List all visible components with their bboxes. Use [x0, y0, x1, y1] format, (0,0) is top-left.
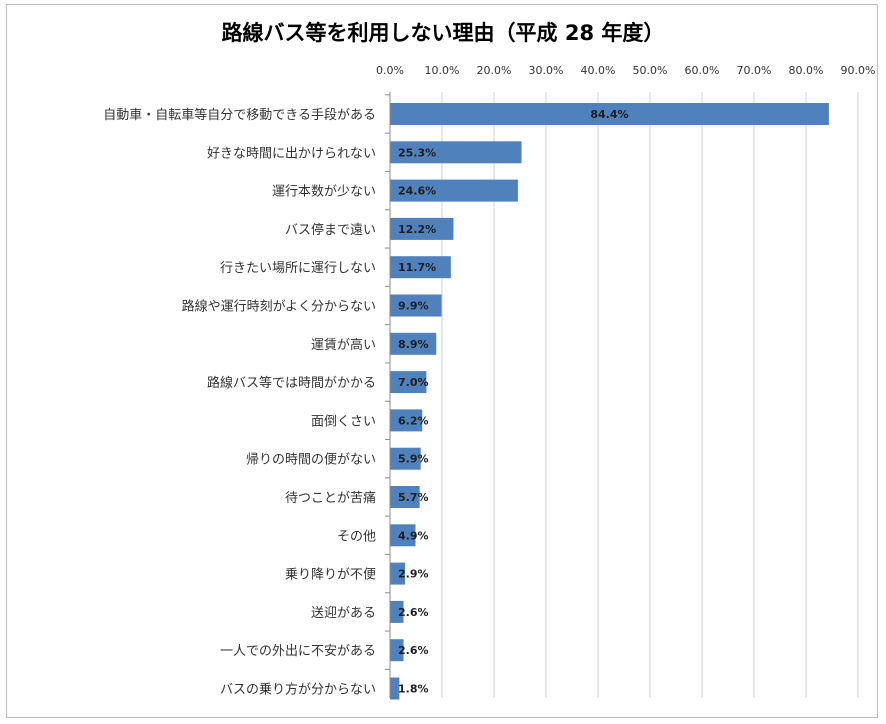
x-tick-label: 90.0%: [841, 64, 876, 77]
category-label: 乗り降りが不便: [285, 568, 376, 583]
x-tick-label: 40.0%: [581, 64, 616, 77]
bar: [390, 600, 404, 623]
bar: [390, 409, 423, 432]
bar: [390, 447, 421, 470]
x-tick-label: 50.0%: [633, 64, 668, 77]
x-tick-label: 20.0%: [477, 64, 512, 77]
category-label: 路線や運行時刻がよく分からない: [182, 299, 376, 315]
bar: [390, 486, 420, 508]
data-label: 25.3%: [398, 146, 436, 159]
data-label: 1.8%: [398, 683, 429, 696]
category-label: その他: [337, 529, 376, 544]
bar: [390, 371, 427, 394]
data-label: 6.2%: [398, 414, 429, 427]
category-label: 自動車・自転車等自分で移動できる手段がある: [103, 107, 376, 123]
category-label: 一人での外出に不安がある: [220, 644, 376, 659]
data-label: 5.7%: [398, 491, 429, 504]
data-labels: 84.4% 25.3% 24.6% 12.2% 11.7% 9.9% 8.9% 7.0% 6.2…: [398, 108, 629, 696]
category-label: 運行本数が少ない: [272, 185, 376, 200]
bar: [390, 141, 522, 164]
bar: [390, 256, 451, 279]
category-label: 面倒くさい: [311, 414, 376, 429]
category-label: 送迎がある: [311, 606, 376, 621]
x-tick-label: 30.0%: [529, 64, 564, 77]
data-label: 2.6%: [398, 606, 429, 619]
category-label: 帰りの時間の便がない: [246, 452, 376, 468]
data-label: 11.7%: [398, 261, 436, 274]
data-label: 7.0%: [398, 376, 429, 389]
category-label: 待つことが苦痛: [285, 490, 376, 506]
category-label: バス停まで遠い: [285, 222, 376, 238]
category-labels: 自動車・自転車等自分で移動できる手段がある好きな時間に出かけられない運行本数が少…: [103, 107, 376, 698]
data-label: 12.2%: [398, 223, 436, 236]
data-label: 9.9%: [398, 300, 429, 313]
bar: [390, 562, 406, 585]
data-label: 4.9%: [398, 529, 429, 542]
category-label: 好きな時間に出かけられない: [207, 146, 376, 161]
x-tick-label: 70.0%: [737, 64, 772, 77]
data-label: 24.6%: [398, 185, 436, 198]
data-label: 2.9%: [398, 568, 429, 581]
category-label: バスの乗り方が分からない: [220, 682, 376, 698]
category-label: 運賃が高い: [311, 337, 376, 353]
bar: [390, 677, 400, 700]
bar: [390, 179, 518, 202]
bar: [390, 103, 829, 125]
bar: [390, 217, 454, 240]
bars: [390, 103, 829, 700]
bar: [390, 524, 416, 547]
category-label: 路線バス等では時間がかかる: [207, 375, 376, 391]
category-label: 行きたい場所に運行しない: [220, 261, 376, 276]
data-label: 84.4%: [590, 108, 628, 121]
x-tick-label: 80.0%: [789, 64, 824, 77]
data-label: 5.9%: [398, 453, 429, 466]
data-label: 2.6%: [398, 644, 429, 657]
bar: [390, 294, 442, 317]
bar: [390, 639, 404, 662]
x-tick-label: 0.0%: [376, 64, 404, 77]
x-tick-label: 60.0%: [685, 64, 720, 77]
chart-title: 路線バス等を利用しない理由（平成 28 年度）: [222, 21, 665, 45]
x-tick-label: 10.0%: [425, 64, 460, 77]
data-label: 8.9%: [398, 338, 429, 351]
bar: [390, 332, 437, 355]
x-axis-ticks: 0.0% 10.0% 20.0% 30.0% 40.0% 50.0% 60.0% 70.0% 8…: [376, 64, 875, 77]
